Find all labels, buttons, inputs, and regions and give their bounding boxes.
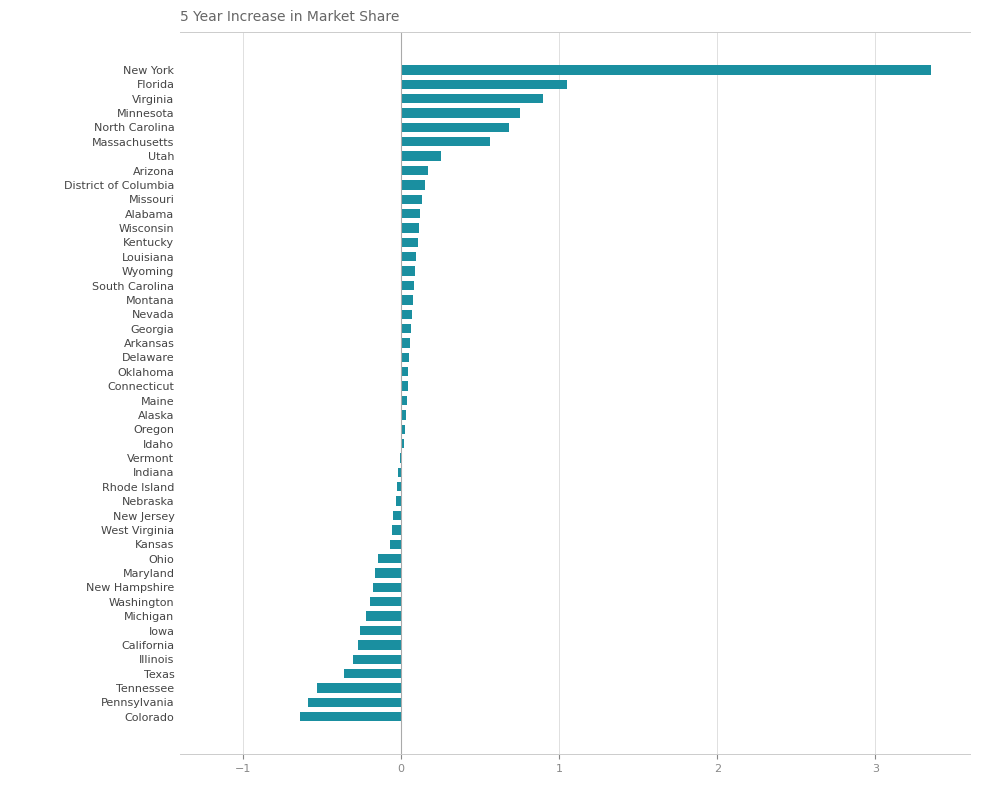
Bar xyxy=(358,640,401,650)
Bar xyxy=(401,338,410,348)
Bar xyxy=(401,267,415,276)
Bar xyxy=(401,94,543,103)
Bar xyxy=(401,238,418,247)
Bar xyxy=(401,152,441,161)
Bar xyxy=(396,496,401,506)
Bar xyxy=(397,482,401,491)
Bar xyxy=(401,252,416,261)
Bar xyxy=(401,109,520,118)
Bar xyxy=(375,569,401,577)
Bar xyxy=(370,597,401,607)
Bar xyxy=(401,122,509,132)
Bar xyxy=(401,180,425,190)
Bar xyxy=(401,367,408,376)
Bar xyxy=(401,79,567,89)
Bar xyxy=(392,526,401,534)
Bar xyxy=(398,468,401,477)
Bar xyxy=(378,554,401,564)
Bar xyxy=(401,396,407,406)
Bar xyxy=(401,195,422,204)
Bar xyxy=(393,511,401,520)
Bar xyxy=(401,166,428,175)
Bar xyxy=(344,669,401,678)
Bar xyxy=(401,310,412,319)
Bar xyxy=(300,712,401,722)
Bar xyxy=(373,583,401,592)
Bar xyxy=(360,626,401,635)
Bar xyxy=(400,453,401,463)
Bar xyxy=(401,281,414,290)
Bar xyxy=(401,324,411,333)
Bar xyxy=(401,209,420,218)
Text: 5 Year Increase in Market Share: 5 Year Increase in Market Share xyxy=(180,11,399,24)
Bar xyxy=(401,65,930,75)
Bar xyxy=(401,295,413,305)
Bar xyxy=(317,684,401,693)
Bar xyxy=(401,137,490,147)
Bar xyxy=(366,611,401,620)
Bar xyxy=(401,439,404,448)
Bar xyxy=(401,425,405,434)
Bar xyxy=(390,539,401,549)
Bar xyxy=(401,353,409,362)
Bar xyxy=(401,223,419,233)
Bar xyxy=(401,381,408,391)
Bar xyxy=(308,697,401,707)
Bar xyxy=(401,410,406,419)
Bar xyxy=(353,654,401,664)
